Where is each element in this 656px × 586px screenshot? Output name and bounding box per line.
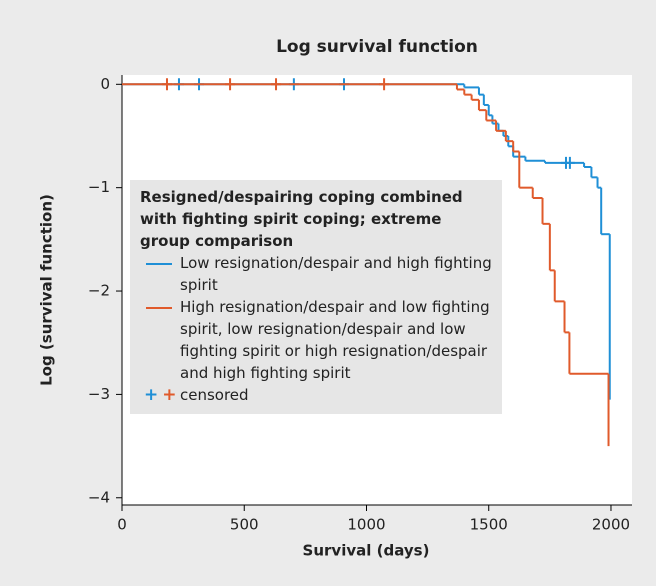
legend-line bbox=[146, 263, 172, 265]
series bbox=[122, 78, 610, 447]
x-tick-label: 2000 bbox=[592, 516, 630, 534]
y-tick-label: −2 bbox=[88, 282, 110, 300]
legend-rows: Low resignation/despair and high fightin… bbox=[140, 252, 492, 406]
x-tick-label: 0 bbox=[117, 516, 127, 534]
x-tick-label: 500 bbox=[230, 516, 259, 534]
censored-mark bbox=[379, 78, 390, 91]
censored-mark bbox=[564, 156, 575, 169]
legend-item: Low resignation/despair and high fightin… bbox=[140, 252, 492, 296]
x-axis-label: Survival (days) bbox=[303, 542, 430, 560]
censored-mark bbox=[161, 78, 172, 91]
legend-line bbox=[146, 307, 172, 309]
legend-label: High resignation/despair and low fightin… bbox=[180, 298, 490, 382]
legend-swatch bbox=[140, 296, 180, 384]
y-axis-label: Log (survival function) bbox=[38, 194, 56, 386]
legend: Resigned/despairing coping combined with… bbox=[130, 180, 502, 414]
x-tick-label: 1000 bbox=[347, 516, 385, 534]
y-tick-label: 0 bbox=[100, 75, 110, 93]
legend-title: Resigned/despairing coping combined with… bbox=[140, 188, 463, 250]
chart-title: Log survival function bbox=[276, 37, 478, 57]
censored-mark bbox=[271, 78, 282, 91]
y-tick-label: −1 bbox=[88, 178, 110, 196]
censored-mark bbox=[225, 78, 236, 91]
legend-label: censored bbox=[180, 386, 249, 404]
legend-label: Low resignation/despair and high fightin… bbox=[180, 254, 492, 294]
censored-symbol: + bbox=[144, 385, 159, 405]
legend-swatch: + + bbox=[140, 384, 180, 406]
x-tick-label: 1500 bbox=[470, 516, 508, 534]
censored-symbol: + bbox=[162, 385, 177, 405]
legend-swatch bbox=[140, 252, 180, 296]
legend-item: + + censored bbox=[140, 384, 492, 406]
legend-item: High resignation/despair and low fightin… bbox=[140, 296, 492, 384]
y-tick-label: −3 bbox=[88, 385, 110, 403]
y-tick-label: −4 bbox=[88, 488, 110, 506]
